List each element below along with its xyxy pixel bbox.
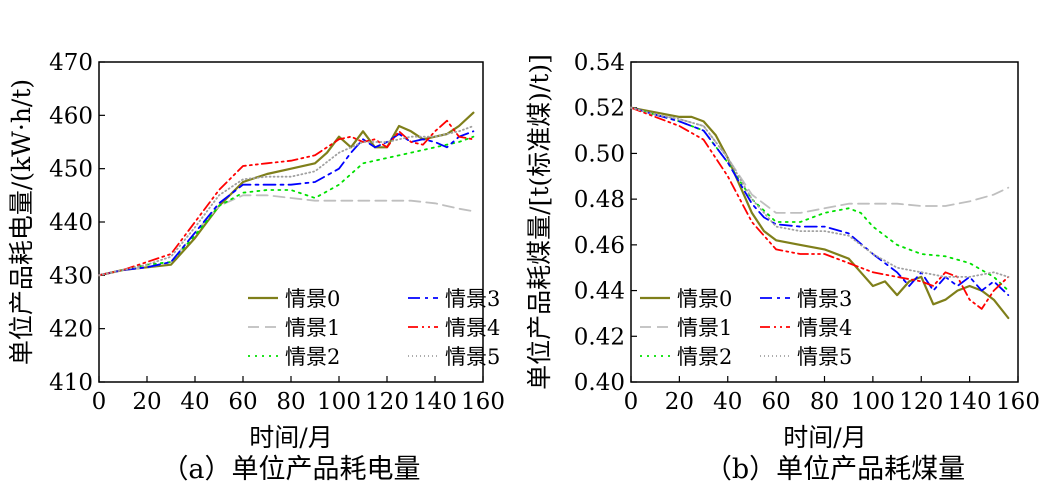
series-line-5 (630, 106, 1010, 278)
chart-caption: （b）单位产品耗煤量 (705, 454, 965, 485)
legend-label: 情景4 (797, 316, 852, 340)
legend-label: 情景5 (445, 345, 500, 369)
x-tick-label: 140 (413, 389, 457, 415)
series-line-2 (98, 135, 475, 277)
legend-label: 情景0 (285, 287, 340, 311)
x-tick-label: 80 (276, 389, 305, 415)
series-line-3 (630, 106, 1010, 297)
series-line-3 (98, 130, 475, 277)
x-axis-label: 时间/月 (783, 423, 866, 452)
y-tick-label: 420 (49, 317, 93, 343)
x-tick-label: 60 (228, 389, 257, 415)
y-axis-label: 单位产品耗电量/(kW·h/t) (7, 79, 36, 365)
series-line-4 (98, 119, 475, 277)
y-tick-label: 410 (49, 370, 93, 396)
x-tick-label: 160 (461, 389, 505, 415)
legend: 情景0 情景1 情景2 情景3 情景4 情景5 (640, 287, 852, 369)
chart-b: 0 20 40 60 80 100 120 140 160 0.40 0.42 0.44 0.46 0.4… (525, 50, 1040, 485)
x-tick-label: 100 (317, 389, 361, 415)
y-tick-label: 0.48 (574, 187, 625, 213)
y-tick-label: 0.40 (574, 370, 625, 396)
x-tick-label: 0 (624, 389, 639, 415)
y-tick-label: 450 (49, 157, 93, 183)
y-tick-label: 0.44 (574, 279, 625, 305)
x-tick-label: 120 (899, 389, 943, 415)
legend-label: 情景4 (445, 316, 500, 340)
series-line-2 (630, 106, 1010, 292)
y-axis-label: 单位产品耗煤量/[t(标准煤)/t)] (525, 54, 554, 390)
y-tick-label: 460 (49, 103, 93, 129)
series-line-0 (629, 106, 1010, 320)
series-line-4 (630, 106, 1010, 310)
x-tick-label: 20 (665, 389, 694, 415)
x-tick-label: 40 (180, 389, 209, 415)
y-tick-label: 0.54 (574, 50, 625, 76)
legend: 情景0 情景1 情景2 情景3 情景4 情景5 (248, 287, 500, 369)
legend-label: 情景5 (797, 345, 852, 369)
legend-label: 情景3 (445, 287, 500, 311)
x-tick-label: 120 (365, 389, 409, 415)
legend-label: 情景1 (285, 316, 340, 340)
x-tick-label: 60 (761, 389, 790, 415)
chart-caption: （a）单位产品耗电量 (161, 454, 420, 485)
series-line-1 (98, 194, 475, 277)
series-line-5 (98, 125, 475, 277)
legend-label: 情景1 (677, 316, 732, 340)
x-tick-label: 140 (948, 389, 992, 415)
x-tick-label: 100 (851, 389, 895, 415)
x-tick-label: 20 (132, 389, 161, 415)
x-tick-label: 40 (713, 389, 742, 415)
x-tick-label: 80 (810, 389, 839, 415)
x-axis-label: 时间/月 (249, 423, 332, 452)
legend-label: 情景3 (797, 287, 852, 311)
series-line-1 (630, 106, 1010, 214)
y-tick-label: 0.42 (574, 324, 625, 350)
legend-label: 情景2 (677, 345, 732, 369)
y-tick-label: 0.52 (574, 96, 625, 122)
y-tick-label: 0.46 (574, 233, 625, 259)
y-tick-label: 0.50 (574, 141, 625, 167)
chart-a: 0 20 40 60 80 100 120 140 160 410 420 430 440 450 460 4… (7, 50, 505, 485)
legend-label: 情景2 (285, 345, 340, 369)
legend-label: 情景0 (677, 287, 732, 311)
series-line-0 (97, 111, 475, 277)
x-tick-label: 160 (996, 389, 1040, 415)
y-tick-label: 440 (49, 210, 93, 236)
x-tick-label: 0 (92, 389, 107, 415)
y-tick-label: 430 (49, 263, 93, 289)
y-tick-label: 470 (49, 50, 93, 76)
